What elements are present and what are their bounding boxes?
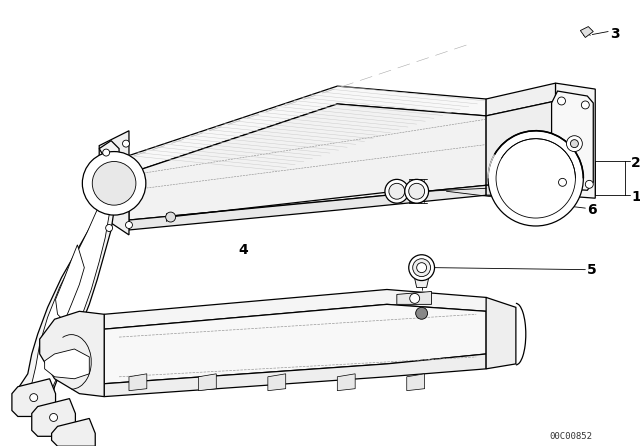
Polygon shape xyxy=(580,26,593,38)
Polygon shape xyxy=(32,399,76,436)
Circle shape xyxy=(409,183,424,199)
Circle shape xyxy=(586,181,593,188)
Polygon shape xyxy=(129,86,486,173)
Circle shape xyxy=(389,183,404,199)
Polygon shape xyxy=(52,418,95,446)
Text: 2: 2 xyxy=(631,156,640,171)
Text: 3: 3 xyxy=(610,26,620,40)
Polygon shape xyxy=(407,374,424,391)
Text: 00C00852: 00C00852 xyxy=(549,432,592,441)
Polygon shape xyxy=(552,91,593,190)
Circle shape xyxy=(125,221,132,228)
Polygon shape xyxy=(486,101,556,185)
Polygon shape xyxy=(198,374,216,391)
Polygon shape xyxy=(486,297,516,369)
Circle shape xyxy=(410,293,420,303)
Polygon shape xyxy=(268,374,285,391)
Circle shape xyxy=(416,307,428,319)
Polygon shape xyxy=(12,379,56,417)
Circle shape xyxy=(409,255,435,280)
Polygon shape xyxy=(129,374,147,391)
Polygon shape xyxy=(486,83,556,116)
Polygon shape xyxy=(56,245,84,321)
Circle shape xyxy=(30,394,38,401)
Polygon shape xyxy=(104,354,486,396)
Text: 4: 4 xyxy=(238,243,248,257)
Polygon shape xyxy=(18,141,119,410)
Circle shape xyxy=(417,263,427,273)
Circle shape xyxy=(106,224,113,232)
Circle shape xyxy=(581,101,589,109)
Text: 1: 1 xyxy=(631,190,640,204)
Circle shape xyxy=(566,136,582,151)
Circle shape xyxy=(102,149,109,156)
Circle shape xyxy=(413,259,431,276)
Text: 6: 6 xyxy=(588,203,597,217)
Circle shape xyxy=(83,151,146,215)
Circle shape xyxy=(166,212,175,222)
Polygon shape xyxy=(40,311,104,396)
Circle shape xyxy=(488,131,583,226)
Circle shape xyxy=(50,414,58,422)
Polygon shape xyxy=(337,374,355,391)
Circle shape xyxy=(92,161,136,205)
Circle shape xyxy=(570,140,579,147)
Polygon shape xyxy=(129,185,486,230)
Polygon shape xyxy=(486,178,556,195)
Polygon shape xyxy=(397,292,431,304)
Circle shape xyxy=(404,179,429,203)
Polygon shape xyxy=(99,131,129,235)
Polygon shape xyxy=(104,289,496,329)
Circle shape xyxy=(385,179,409,203)
Circle shape xyxy=(557,97,566,105)
Text: 5: 5 xyxy=(588,263,597,276)
Polygon shape xyxy=(556,83,595,198)
Polygon shape xyxy=(129,104,486,220)
Polygon shape xyxy=(28,160,112,396)
Polygon shape xyxy=(104,304,486,384)
Polygon shape xyxy=(413,270,431,288)
Circle shape xyxy=(559,178,566,186)
Polygon shape xyxy=(45,349,90,379)
Circle shape xyxy=(122,140,129,147)
